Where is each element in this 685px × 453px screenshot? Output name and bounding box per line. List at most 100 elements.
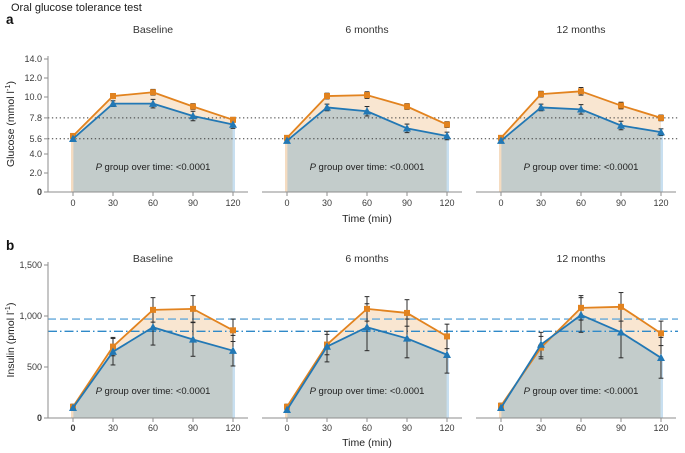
y-tick-label: 0 <box>37 413 42 423</box>
panel-a-1: 0 30 60 90 120 0 2.0 4.0 5.6 7.8 10.0 12.0 14.0 Basel… <box>24 24 248 208</box>
orange-square-marker <box>150 306 156 313</box>
area-right-edge <box>232 124 235 192</box>
y-tick-label: 10.0 <box>24 92 42 102</box>
blue-triangle-marker <box>69 403 77 411</box>
chart-row-a: 0 30 60 90 120 0 2.0 4.0 5.6 7.8 10.0 12.0 14.0 Basel… <box>24 24 678 225</box>
blue-triangle-marker <box>537 340 545 348</box>
orange-square-marker <box>578 88 584 95</box>
p-value-note: P group over time: <0.0001 <box>310 386 425 397</box>
x-tick-label: 0 <box>498 198 503 208</box>
p-value-note: P group over time: <0.0001 <box>310 162 425 173</box>
blue-triangle-marker <box>229 120 237 128</box>
x-tick-label: 30 <box>536 423 546 433</box>
blue-triangle-marker <box>403 124 411 132</box>
p-value-text: group over time: <0.0001 <box>102 386 211 397</box>
orange-square-marker <box>578 304 584 311</box>
panel-title: 6 months <box>345 24 388 36</box>
orange-square-marker <box>150 89 156 96</box>
area-right-edge <box>660 132 663 192</box>
x-tick-label: 90 <box>616 198 626 208</box>
x-tick-label: 90 <box>616 423 626 433</box>
x-tick-label: 90 <box>402 198 412 208</box>
panel-title: 6 months <box>345 253 388 265</box>
panel-title: 12 months <box>556 253 605 265</box>
y-axis-label-glucose-text: Glucose (mmol l <box>5 91 17 167</box>
orange-square-marker <box>364 305 370 312</box>
orange-square-marker <box>110 93 116 100</box>
blue-triangle-marker <box>537 103 545 111</box>
p-value-text: group over time: <0.0001 <box>530 386 639 397</box>
orange-square-marker <box>404 103 410 110</box>
orange-square-marker <box>230 327 236 334</box>
orange-square-marker <box>618 102 624 109</box>
x-tick-label: 120 <box>653 423 668 433</box>
p-value-note: P group over time: <0.0001 <box>96 386 211 397</box>
y-axis-label-insulin-close: ) <box>5 303 17 307</box>
panel-title: Baseline <box>133 253 173 265</box>
x-tick-label: 0 <box>284 423 289 433</box>
y-tick-label: 14.0 <box>24 54 42 64</box>
blue-triangle-marker <box>577 105 585 113</box>
blue-triangle-marker <box>323 342 331 350</box>
panel-title: 12 months <box>556 24 605 36</box>
orange-square-marker <box>230 116 236 123</box>
panel-row-b-label: b <box>6 238 15 253</box>
blue-triangle-marker <box>149 99 157 107</box>
panel-b-1: 0 30 60 90 120 0 500 1,000 1,500 Baseline P group … <box>19 253 248 433</box>
y-tick-label: 1,000 <box>19 311 42 321</box>
x-tick-label: 90 <box>188 198 198 208</box>
y-tick-label: 500 <box>27 362 42 372</box>
orange-square-marker <box>658 114 664 121</box>
area-right-edge <box>446 135 449 192</box>
x-tick-label: 60 <box>576 423 586 433</box>
x-tick-label: 30 <box>536 198 546 208</box>
area-left-edge <box>499 137 502 192</box>
blue-triangle-marker <box>657 353 665 362</box>
orange-square-marker <box>404 309 410 316</box>
p-value-italic-prefix: P <box>310 162 317 173</box>
x-tick-label: 120 <box>225 198 240 208</box>
y-tick-label: 4.0 <box>29 149 42 159</box>
area-left-edge <box>71 406 74 418</box>
x-tick-label: 0 <box>70 423 75 433</box>
area-right-edge <box>446 354 449 418</box>
x-tick-label: 120 <box>653 198 668 208</box>
y-tick-label: 7.8 <box>29 113 42 123</box>
x-tick-label: 90 <box>402 423 412 433</box>
blue-triangle-marker <box>577 310 585 319</box>
orange-square-marker <box>324 93 330 100</box>
x-axis-label: Time (min) <box>342 213 392 225</box>
p-value-text: group over time: <0.0001 <box>316 162 425 173</box>
area-left-edge <box>285 137 288 192</box>
p-value-note: P group over time: <0.0001 <box>524 162 639 173</box>
p-value-italic-prefix: P <box>524 386 531 397</box>
panel-title: Baseline <box>133 24 173 36</box>
blue-triangle-marker <box>497 403 505 411</box>
blue-triangle-marker <box>617 328 625 336</box>
orange-square-marker <box>618 303 624 310</box>
panel-b-3: 0 30 60 90 120 12 months P group over time: <0… <box>476 253 676 433</box>
y-axis-label-insulin-text: Insulin (pmol l <box>5 313 17 378</box>
blue-triangle-marker <box>617 121 625 129</box>
x-tick-label: 120 <box>439 198 454 208</box>
orange-square-marker <box>658 330 664 337</box>
blue-triangle-marker <box>363 107 371 115</box>
blue-triangle-marker <box>497 136 505 144</box>
x-axis-label: Time (min) <box>342 437 392 449</box>
blue-triangle-marker <box>283 136 291 144</box>
panel-b-2: 0 30 60 90 120 6 months P group over time: <0.… <box>262 253 462 449</box>
p-value-text: group over time: <0.0001 <box>316 386 425 397</box>
x-tick-label: 60 <box>148 423 158 433</box>
x-tick-label: 30 <box>322 423 332 433</box>
y-axis-label-glucose: Glucose (mmol l-1) <box>3 81 17 167</box>
blue-triangle-marker <box>363 323 371 331</box>
blue-triangle-marker <box>109 99 117 107</box>
blue-triangle-marker <box>69 134 77 142</box>
x-tick-label: 30 <box>322 198 332 208</box>
p-value-italic-prefix: P <box>96 162 103 173</box>
orange-square-marker <box>444 333 450 340</box>
blue-triangle-marker <box>443 131 451 140</box>
p-value-note: P group over time: <0.0001 <box>96 162 211 173</box>
area-right-edge <box>232 350 235 418</box>
blue-triangle-marker <box>229 346 237 354</box>
